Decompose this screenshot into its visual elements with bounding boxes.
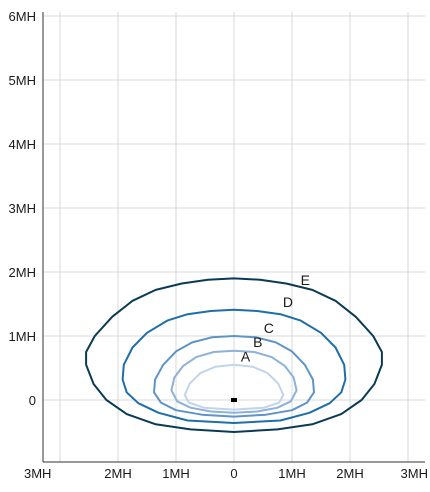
x-tick-label: 2MH: [336, 466, 363, 481]
y-tick-label: 2MH: [9, 265, 36, 280]
contour-label-a: A: [241, 349, 251, 365]
grid-layer: [43, 12, 425, 462]
contour-label-e: E: [301, 272, 310, 288]
tick-label-layer: 0 1MH 2MH 3MH 4MH 5MH 6MH 3MH 2MH 1MH 0 1MH 2MH 3MH: [9, 9, 428, 481]
contour-label-c: C: [264, 320, 274, 336]
luminaire-marker: [231, 398, 237, 402]
contour-label-b: B: [253, 334, 262, 350]
contour-line-c: [153, 335, 315, 418]
axis-layer: [42, 12, 425, 463]
x-tick-label: 0: [230, 466, 237, 481]
x-tick-label: 2MH: [104, 466, 131, 481]
x-tick-label: 1MH: [278, 466, 305, 481]
y-tick-label: 1MH: [9, 329, 36, 344]
contour-line-a: [183, 363, 285, 411]
y-tick-label: 6MH: [9, 9, 36, 24]
y-tick-label: 3MH: [9, 201, 36, 216]
x-tick-label: 1MH: [162, 466, 189, 481]
y-tick-label: 0: [29, 393, 36, 408]
x-tick-label: 3MH: [401, 466, 428, 481]
x-tick-label: 3MH: [24, 466, 51, 481]
y-tick-label: 4MH: [9, 137, 36, 152]
contour-label-d: D: [283, 294, 293, 310]
y-tick-label: 5MH: [9, 73, 36, 88]
contour-line-e: [85, 277, 383, 433]
contour-line-b: [170, 349, 298, 414]
contour-line-d: [121, 308, 347, 424]
contour-layer: [85, 277, 383, 433]
